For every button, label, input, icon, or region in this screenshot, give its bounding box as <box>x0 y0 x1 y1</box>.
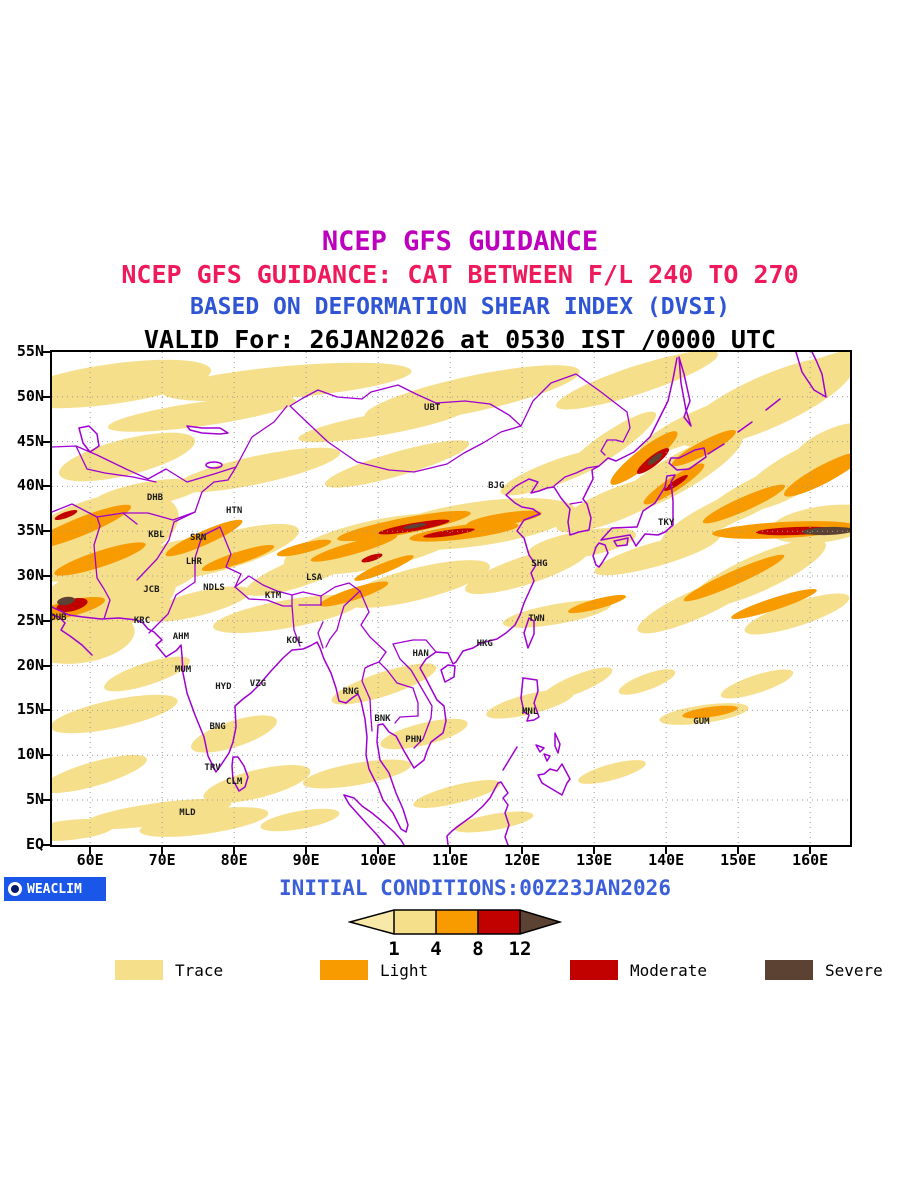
scale-tick-12: 12 <box>508 938 532 960</box>
lon-label-160E: 160E <box>792 851 829 869</box>
weaclim-logo: WEACLIM <box>4 877 106 901</box>
lat-label-10N: 10N <box>16 745 44 764</box>
lat-label-20N: 20N <box>16 655 44 674</box>
lat-tick-55N <box>43 351 50 353</box>
lat-label-30N: 30N <box>16 566 44 585</box>
intensity-scale-bar <box>348 909 562 935</box>
legend-item-light: Light <box>320 960 428 980</box>
legend-swatch-trace <box>115 960 163 980</box>
scale-segment-moderate <box>478 910 520 934</box>
lat-tick-EQ <box>43 843 50 846</box>
lon-label-100E: 100E <box>360 851 397 869</box>
lat-tick-10N <box>43 754 50 757</box>
lon-label-70E: 70E <box>148 851 176 869</box>
scale-segment-light <box>436 910 478 934</box>
lat-tick-20N <box>43 664 50 667</box>
lat-tick-35N <box>43 530 50 533</box>
lat-tick-50N <box>43 395 50 398</box>
turbulence-trace-layer <box>52 352 850 842</box>
lat-tick-30N <box>43 575 50 577</box>
legend-label-trace: Trace <box>175 960 224 980</box>
lon-tick-80E <box>233 847 236 854</box>
legend-label-severe: Severe <box>825 960 883 980</box>
lat-label-15N: 15N <box>16 700 44 719</box>
map-canvas <box>52 352 850 845</box>
lat-tick-5N <box>43 799 50 801</box>
lon-tick-120E <box>521 847 524 854</box>
title-basis: BASED ON DEFORMATION SHEAR INDEX (DVSI) <box>189 294 731 320</box>
scale-segment-trace <box>394 910 436 934</box>
legend-item-moderate: Moderate <box>570 960 707 980</box>
title-main: NCEP GFS GUIDANCE <box>321 226 599 257</box>
lat-label-55N: 55N <box>16 342 44 361</box>
scale-tick-4: 4 <box>430 938 442 960</box>
legend-label-moderate: Moderate <box>630 960 708 980</box>
gridlines <box>52 352 850 845</box>
lon-label-80E: 80E <box>220 851 248 869</box>
lon-tick-140E <box>665 847 668 854</box>
weaclim-logo-icon <box>8 882 22 896</box>
lat-label-25N: 25N <box>16 610 44 629</box>
country-borders-layer <box>52 373 631 749</box>
legend-item-trace: Trace <box>115 960 223 980</box>
title-valid-time: VALID For: 26JAN2026 at 0530 IST /0000 U… <box>143 325 777 354</box>
scale-tick-8: 8 <box>472 938 484 960</box>
legend-swatch-moderate <box>570 960 618 980</box>
lon-label-90E: 90E <box>292 851 320 869</box>
lat-tick-40N <box>43 485 50 488</box>
lon-label-150E: 150E <box>720 851 757 869</box>
lon-tick-160E <box>809 847 812 854</box>
lon-label-110E: 110E <box>432 851 469 869</box>
lat-label-40N: 40N <box>16 476 44 495</box>
lon-label-140E: 140E <box>648 851 685 869</box>
lon-tick-90E <box>305 847 308 854</box>
lon-tick-60E <box>89 847 92 854</box>
legend-swatch-severe <box>765 960 813 980</box>
lat-tick-25N <box>43 619 50 622</box>
lat-label-50N: 50N <box>16 386 44 405</box>
lon-label-60E: 60E <box>76 851 104 869</box>
legend-label-light: Light <box>380 960 429 980</box>
weaclim-logo-text: WEACLIM <box>27 881 82 897</box>
lat-label-45N: 45N <box>16 431 44 450</box>
lon-tick-110E <box>449 847 452 854</box>
lat-label-35N: 35N <box>16 521 44 540</box>
lon-label-130E: 130E <box>576 851 613 869</box>
scale-tick-1: 1 <box>388 938 400 960</box>
lon-tick-150E <box>737 847 740 854</box>
lat-tick-15N <box>43 709 50 712</box>
scale-segment-below <box>350 910 394 934</box>
coastlines-layer <box>52 352 827 845</box>
lat-label-EQ: EQ <box>25 834 44 853</box>
title-subject: NCEP GFS GUIDANCE: CAT BETWEEN F/L 240 T… <box>121 260 799 289</box>
lon-label-120E: 120E <box>504 851 541 869</box>
lat-label-5N: 5N <box>25 790 44 809</box>
legend-swatch-light <box>320 960 368 980</box>
legend-item-severe: Severe <box>765 960 883 980</box>
lon-tick-70E <box>161 847 164 854</box>
initial-conditions-text: INITIAL CONDITIONS:00Z23JAN2026 <box>279 876 671 900</box>
lon-tick-100E <box>377 847 380 854</box>
scale-segment-severe <box>520 910 560 934</box>
lat-tick-45N <box>43 440 50 443</box>
lon-tick-130E <box>593 847 596 854</box>
map-frame: UBT BJG TKY DHB HTN KBL SRN LHR JCB NDLS KTM LSA SHG… <box>50 350 852 847</box>
